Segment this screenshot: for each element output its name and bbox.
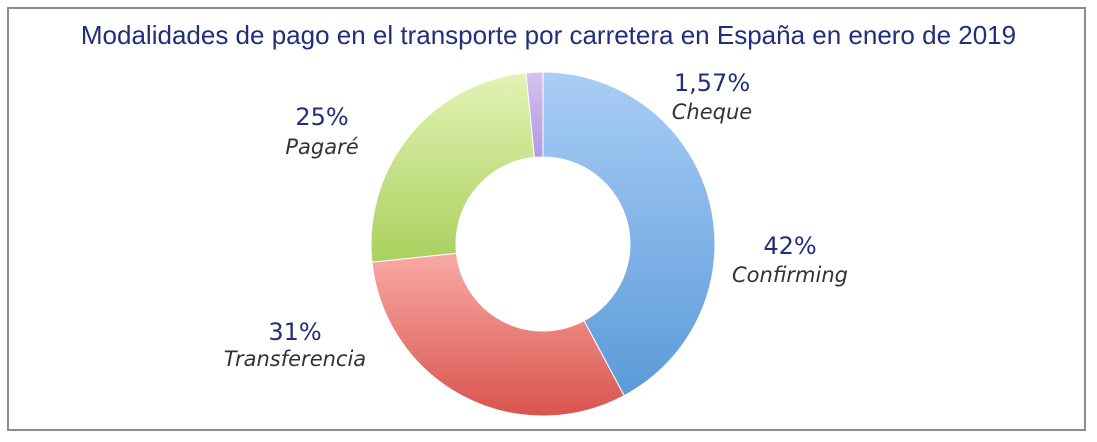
slice-value-label: 25% [295,103,348,131]
slice-transferencia [371,252,625,417]
slice-value-label: 31% [268,318,321,346]
slice-category-label: Confirming [732,263,848,287]
slice-pagar- [370,72,535,263]
slice-value-label: 42% [763,232,816,260]
slice-category-label: Transferencia [224,347,366,371]
slice-category-label: Cheque [672,100,752,124]
slice-category-label: Pagaré [285,135,358,159]
slice-value-label: 1,57% [674,69,750,97]
slice-confirming [542,71,716,397]
slice-cheque [525,71,544,158]
chart-title: Modalidades de pago en el transporte por… [80,20,1017,50]
